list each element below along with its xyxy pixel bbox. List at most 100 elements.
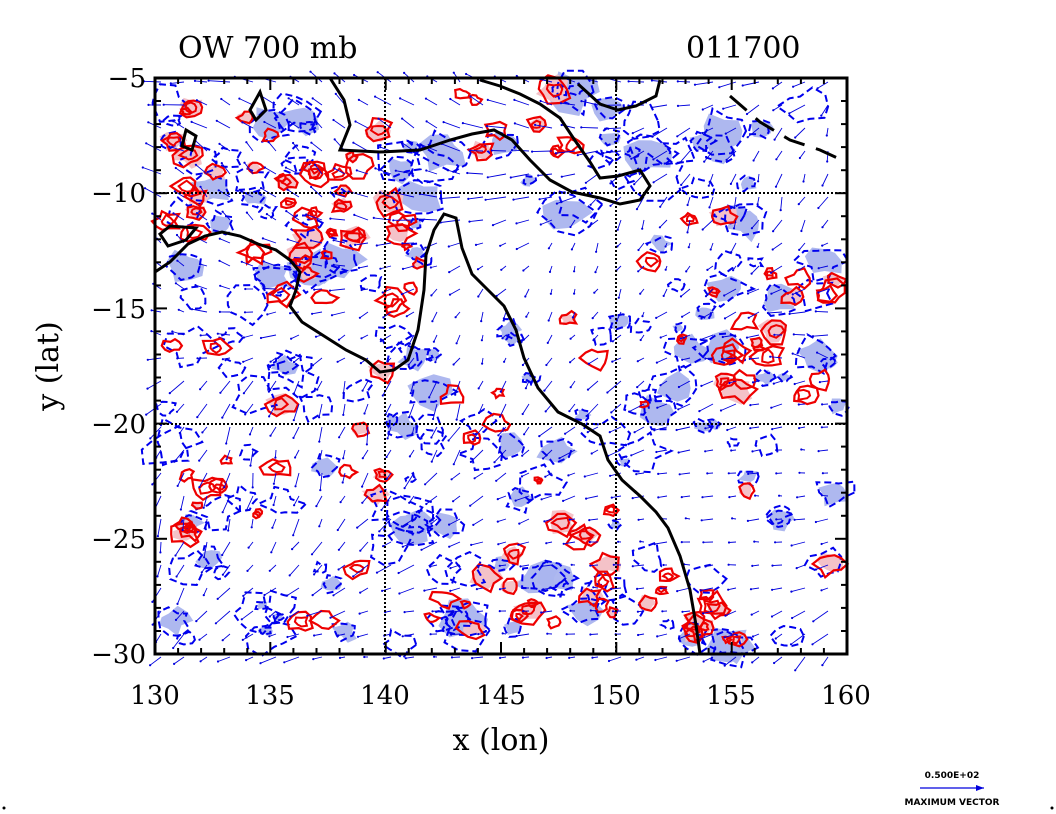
wind-vector-head bbox=[559, 102, 563, 105]
wind-vector bbox=[221, 98, 231, 106]
wind-vector bbox=[399, 97, 415, 106]
wind-vector-head bbox=[741, 84, 744, 87]
wind-vector-head bbox=[150, 309, 153, 312]
wind-vector-head bbox=[394, 169, 397, 172]
positive-vorticity-contour bbox=[258, 458, 292, 477]
wind-vector-head bbox=[699, 338, 702, 341]
wind-vector-head bbox=[549, 292, 553, 295]
wind-vector-head bbox=[442, 121, 445, 124]
wind-vector-head bbox=[361, 501, 364, 504]
wind-vector bbox=[723, 104, 737, 110]
wind-vector-head bbox=[567, 474, 570, 477]
wind-vector-head bbox=[333, 72, 336, 75]
negative-vorticity-fill bbox=[383, 411, 419, 440]
wind-vector-head bbox=[392, 219, 395, 222]
wind-vector-head bbox=[480, 339, 483, 342]
wind-vector-head bbox=[719, 409, 723, 412]
wind-vector bbox=[611, 495, 622, 499]
wind-vector-head bbox=[814, 520, 818, 524]
wind-vector-head bbox=[515, 222, 518, 225]
wind-vector bbox=[362, 380, 369, 391]
wind-vector-head bbox=[313, 288, 316, 291]
wind-vector bbox=[314, 164, 323, 175]
wind-vector-head bbox=[746, 292, 750, 295]
wind-vector-head bbox=[173, 190, 176, 193]
wind-vector bbox=[702, 495, 714, 498]
negative-vorticity-contour bbox=[815, 480, 856, 509]
wind-vector-head bbox=[749, 404, 752, 407]
wind-vector bbox=[452, 495, 461, 502]
y-tick-minus10: −10 bbox=[91, 179, 146, 209]
wind-vector bbox=[393, 191, 415, 198]
wind-vector-head bbox=[177, 308, 180, 311]
wind-vector bbox=[679, 472, 691, 475]
wind-vector-head bbox=[637, 518, 640, 521]
wind-vector-head bbox=[286, 188, 289, 191]
wind-vector-head bbox=[771, 248, 774, 251]
wind-vector-head bbox=[775, 518, 778, 521]
wind-vector-head bbox=[207, 79, 210, 82]
positive-vorticity-contour bbox=[684, 612, 715, 644]
wind-vector bbox=[401, 518, 415, 527]
wind-vector-head bbox=[591, 656, 594, 659]
wind-vector-head bbox=[172, 212, 175, 215]
wind-vector-head bbox=[332, 594, 335, 597]
wind-vector-head bbox=[476, 610, 479, 613]
wind-vector-head bbox=[420, 143, 423, 146]
positive-vorticity-contour bbox=[558, 309, 579, 326]
positive-vorticity-contour bbox=[725, 631, 749, 648]
wind-vector bbox=[247, 564, 254, 572]
wind-vector-head bbox=[171, 330, 174, 333]
wind-vector-head bbox=[430, 522, 433, 525]
wind-vector-head bbox=[590, 452, 593, 455]
wind-vector bbox=[819, 380, 829, 383]
wind-vector-head bbox=[503, 360, 506, 363]
wind-vector bbox=[355, 121, 369, 129]
wind-vector bbox=[243, 380, 254, 394]
wind-vector bbox=[456, 403, 461, 420]
wind-vector bbox=[202, 426, 208, 433]
wind-vector bbox=[331, 311, 346, 316]
negative-vorticity-contour bbox=[818, 356, 837, 372]
wind-vector bbox=[408, 495, 415, 504]
wind-vector-head bbox=[241, 638, 244, 642]
wind-vector bbox=[815, 564, 829, 570]
max-vector-arrow-head bbox=[976, 785, 984, 791]
positive-vorticity-contour-inner bbox=[534, 477, 543, 484]
wind-vector bbox=[796, 564, 806, 569]
wind-vector-head bbox=[268, 615, 271, 618]
wind-vector-head bbox=[539, 99, 542, 103]
wind-vector-head bbox=[656, 635, 659, 638]
wind-vector-head bbox=[700, 519, 703, 522]
wind-vector bbox=[541, 495, 553, 500]
wind-vector bbox=[401, 118, 415, 129]
wind-vector-head bbox=[286, 238, 289, 241]
wind-vector bbox=[794, 656, 806, 671]
wind-vector-head bbox=[521, 586, 525, 590]
wind-vector-head bbox=[376, 71, 379, 74]
wind-vector bbox=[200, 263, 208, 267]
wind-vector-head bbox=[795, 567, 798, 570]
wind-vector bbox=[700, 334, 714, 341]
wind-vector-head bbox=[424, 246, 427, 249]
wind-vector-head bbox=[498, 588, 502, 591]
wind-vector bbox=[813, 610, 829, 622]
wind-vector bbox=[382, 541, 392, 547]
wind-vector bbox=[217, 333, 231, 336]
wind-vector bbox=[338, 334, 346, 341]
wind-vector bbox=[656, 357, 668, 364]
wind-vector-head bbox=[150, 330, 153, 333]
wind-vector bbox=[767, 311, 783, 314]
wind-vector bbox=[329, 288, 346, 292]
wind-vector-head bbox=[199, 185, 202, 188]
negative-vorticity-contour bbox=[154, 400, 177, 417]
wind-vector-head bbox=[309, 70, 312, 73]
wind-vector bbox=[816, 352, 829, 359]
wind-vector bbox=[293, 380, 300, 394]
wind-vector-head bbox=[221, 210, 224, 213]
wind-vector-head bbox=[450, 656, 454, 659]
wind-vector bbox=[431, 288, 438, 296]
wind-vector-head bbox=[466, 171, 469, 175]
wind-vector-head bbox=[474, 243, 478, 246]
wind-vector bbox=[535, 124, 553, 129]
